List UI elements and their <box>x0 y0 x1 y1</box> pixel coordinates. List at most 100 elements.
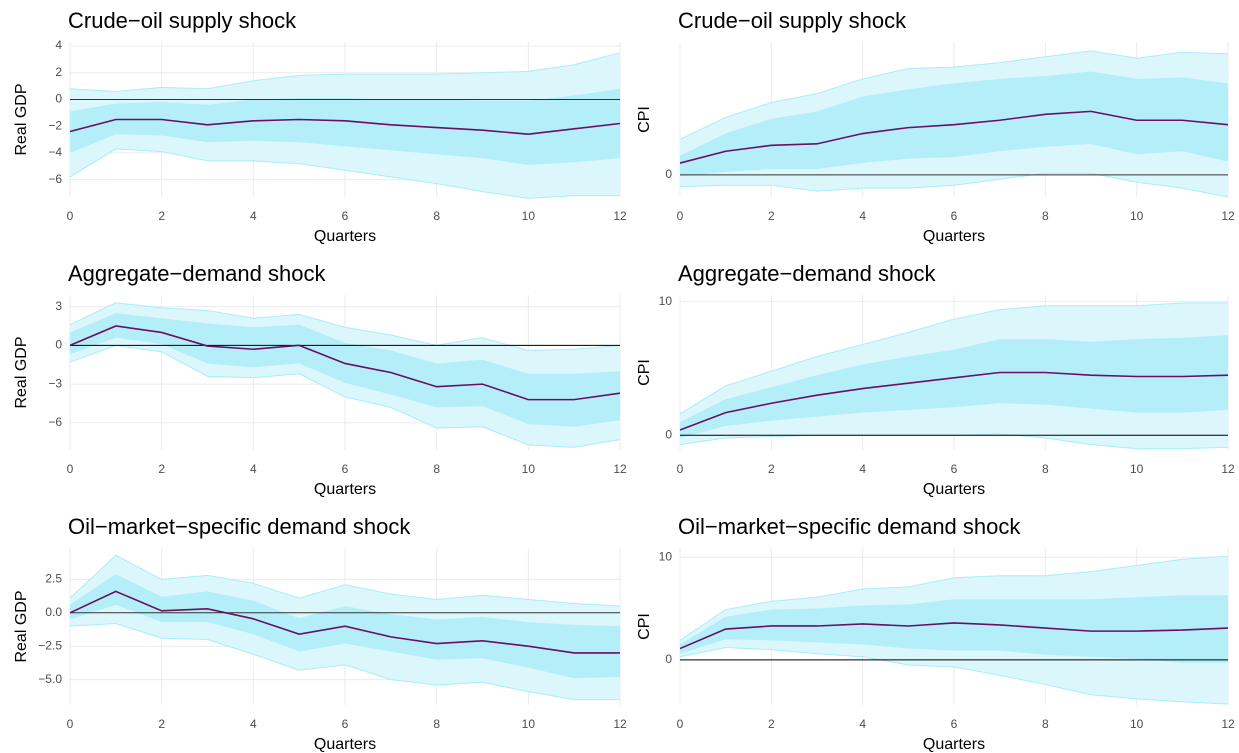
x-tick-label: 4 <box>859 462 866 476</box>
x-axis-label: Quarters <box>314 736 376 753</box>
x-tick-label: 10 <box>1130 462 1144 476</box>
x-tick-label: 6 <box>342 209 349 223</box>
x-tick-label: 0 <box>67 209 74 223</box>
median-line <box>679 110 1229 164</box>
x-tick-label: 12 <box>613 717 627 731</box>
y-tick-label: 10 <box>659 549 673 563</box>
y-tick-label: 0 <box>55 338 62 352</box>
x-tick-label: 8 <box>1042 717 1049 731</box>
x-tick-label: 4 <box>250 462 257 476</box>
x-tick-label: 0 <box>677 717 684 731</box>
x-axis-label: Quarters <box>314 481 376 498</box>
median-line <box>679 622 1229 650</box>
x-axis-label: Quarters <box>923 228 985 245</box>
x-tick-label: 12 <box>1221 462 1235 476</box>
outer-band-edge <box>679 302 1228 415</box>
y-tick-label: 2 <box>55 65 62 79</box>
outer-band-edge <box>679 172 1229 198</box>
x-tick-label: 2 <box>768 462 775 476</box>
x-tick-label: 10 <box>522 209 536 223</box>
inner-band <box>70 313 620 427</box>
panel-title: Oil−market−specific demand shock <box>68 514 411 539</box>
x-tick-label: 4 <box>859 717 866 731</box>
outer-band-edge <box>69 52 621 92</box>
y-tick-label: −6 <box>48 172 62 186</box>
median-line <box>69 118 621 136</box>
y-tick-label: −2 <box>48 118 62 132</box>
y-axis-label: Real GDP <box>13 590 30 662</box>
panel-title: Crude−oil supply shock <box>68 8 297 33</box>
median-line <box>69 325 621 401</box>
y-axis-label: Real GDP <box>13 336 30 408</box>
panel-title: Crude−oil supply shock <box>678 8 907 33</box>
x-tick-label: 8 <box>433 209 440 223</box>
x-tick-label: 6 <box>342 462 349 476</box>
panel-title: Aggregate−demand shock <box>68 261 326 286</box>
x-tick-label: 12 <box>613 209 627 223</box>
x-tick-label: 10 <box>1130 717 1144 731</box>
y-tick-label: −2.5 <box>38 638 62 652</box>
x-tick-label: 8 <box>1042 462 1049 476</box>
x-tick-label: 4 <box>859 209 866 223</box>
x-tick-label: 2 <box>768 717 775 731</box>
y-tick-label: −3 <box>48 376 62 390</box>
y-axis-label: CPI <box>636 359 653 386</box>
x-tick-label: 8 <box>433 462 440 476</box>
x-axis-label: Quarters <box>923 736 985 753</box>
x-tick-label: 6 <box>951 209 958 223</box>
x-tick-label: 2 <box>158 209 165 223</box>
outer-band-edge <box>679 555 1229 641</box>
y-tick-label: 0 <box>665 427 672 441</box>
y-tick-label: 0 <box>665 167 672 181</box>
x-tick-label: 12 <box>1221 209 1235 223</box>
x-tick-label: 2 <box>158 462 165 476</box>
y-tick-label: 0 <box>665 652 672 666</box>
y-axis-label: CPI <box>636 106 653 133</box>
panel-title: Oil−market−specific demand shock <box>678 514 1021 539</box>
x-tick-label: 6 <box>951 462 958 476</box>
inner-band <box>680 335 1228 438</box>
x-tick-label: 12 <box>1221 717 1235 731</box>
y-tick-label: −5.0 <box>38 672 62 686</box>
median-line <box>679 371 1229 431</box>
y-axis-label: CPI <box>636 613 653 640</box>
x-tick-label: 0 <box>67 462 74 476</box>
x-tick-label: 4 <box>250 209 257 223</box>
outer-band-edge <box>69 554 621 607</box>
x-axis-label: Quarters <box>314 228 376 245</box>
x-tick-label: 8 <box>1042 209 1049 223</box>
outer-band-edge <box>69 302 621 352</box>
x-axis-label: Quarters <box>923 481 985 498</box>
inner-band <box>70 88 620 165</box>
y-tick-label: −6 <box>48 415 62 429</box>
panel-title: Aggregate−demand shock <box>678 261 936 286</box>
outer-band-edge <box>679 50 1229 140</box>
x-tick-label: 0 <box>677 209 684 223</box>
y-tick-label: 2.5 <box>45 572 62 586</box>
inner-band <box>680 595 1228 663</box>
y-tick-label: −4 <box>48 145 62 159</box>
x-tick-label: 12 <box>613 462 627 476</box>
y-tick-label: 0 <box>55 92 62 106</box>
x-tick-label: 10 <box>522 462 536 476</box>
x-tick-label: 10 <box>1130 209 1144 223</box>
x-tick-label: 4 <box>250 717 257 731</box>
y-tick-label: 4 <box>55 38 62 52</box>
x-tick-label: 2 <box>768 209 775 223</box>
y-tick-label: 0.0 <box>45 605 62 619</box>
x-tick-label: 10 <box>522 717 536 731</box>
x-tick-label: 6 <box>342 717 349 731</box>
outer-band-edge <box>69 622 620 701</box>
x-tick-label: 0 <box>677 462 684 476</box>
outer-band-edge <box>69 344 621 448</box>
y-tick-label: 10 <box>659 294 673 308</box>
x-tick-label: 8 <box>433 717 440 731</box>
outer-band-edge <box>69 148 620 199</box>
y-tick-label: 3 <box>55 299 62 313</box>
outer-band-edge <box>679 647 1229 705</box>
x-tick-label: 6 <box>951 717 958 731</box>
x-tick-label: 2 <box>158 717 165 731</box>
y-axis-label: Real GDP <box>13 83 30 155</box>
